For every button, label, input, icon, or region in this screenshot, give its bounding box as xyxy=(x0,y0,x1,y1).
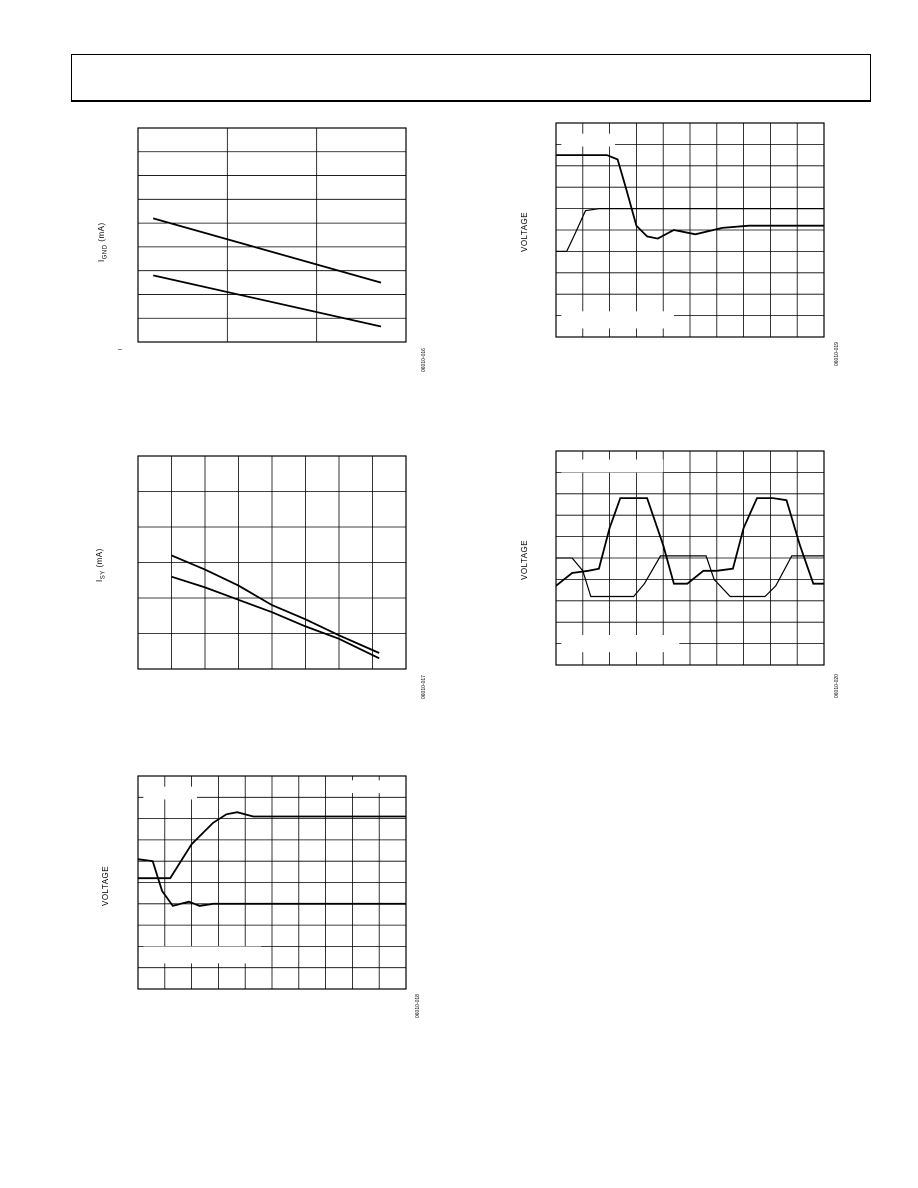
ignd-figure-id: 06010-016 xyxy=(421,348,427,372)
series-line-1 xyxy=(556,154,824,240)
voltage-y-axis-label-3: VOLTAGE xyxy=(101,865,110,906)
ignd-y-axis-label: IGND (mA) xyxy=(97,222,109,262)
grid-lines xyxy=(556,123,824,337)
series-line-2 xyxy=(153,274,382,328)
blank-label-area xyxy=(561,133,615,147)
voltage-figure-id-4: 06010-019 xyxy=(834,342,840,366)
plot-frame xyxy=(137,455,407,670)
series-line-2 xyxy=(556,207,824,252)
ignd-chart xyxy=(137,127,407,343)
plot-frame xyxy=(137,775,407,990)
blank-label-area xyxy=(561,459,664,473)
series-line-1 xyxy=(171,554,380,654)
series-line-2 xyxy=(171,575,380,660)
voltage-figure-id-5: 06010-020 xyxy=(834,674,840,698)
grid-lines xyxy=(138,456,406,669)
voltage-figure-id-3: 06010-018 xyxy=(415,994,421,1018)
blank-label-area xyxy=(561,635,680,653)
series-line-1 xyxy=(555,497,824,587)
grid-lines xyxy=(556,451,824,665)
blank-label-area xyxy=(143,946,262,964)
series-line-2 xyxy=(137,858,406,907)
voltage-y-axis-label-5: VOLTAGE xyxy=(520,539,529,580)
plot-frame xyxy=(137,127,407,343)
ignd-x-tick-label: – xyxy=(118,346,122,353)
voltage-chart-top-right xyxy=(555,122,825,338)
blank-label-area xyxy=(143,786,197,800)
series-line-2 xyxy=(556,555,824,598)
voltage-chart-middle-right xyxy=(555,450,825,666)
page-header-box xyxy=(71,54,871,102)
series-line-1 xyxy=(152,217,382,284)
grid-lines xyxy=(138,128,406,342)
voltage-y-axis-label-4: VOLTAGE xyxy=(520,211,529,252)
blank-label-area xyxy=(347,780,401,794)
plot-frame xyxy=(555,122,825,338)
voltage-chart-bottom-left xyxy=(137,775,407,990)
blank-label-area xyxy=(561,311,674,329)
isy-chart xyxy=(137,455,407,670)
isy-figure-id: 06010-017 xyxy=(421,675,427,699)
isy-y-axis-label: ISY (mA) xyxy=(95,548,107,582)
